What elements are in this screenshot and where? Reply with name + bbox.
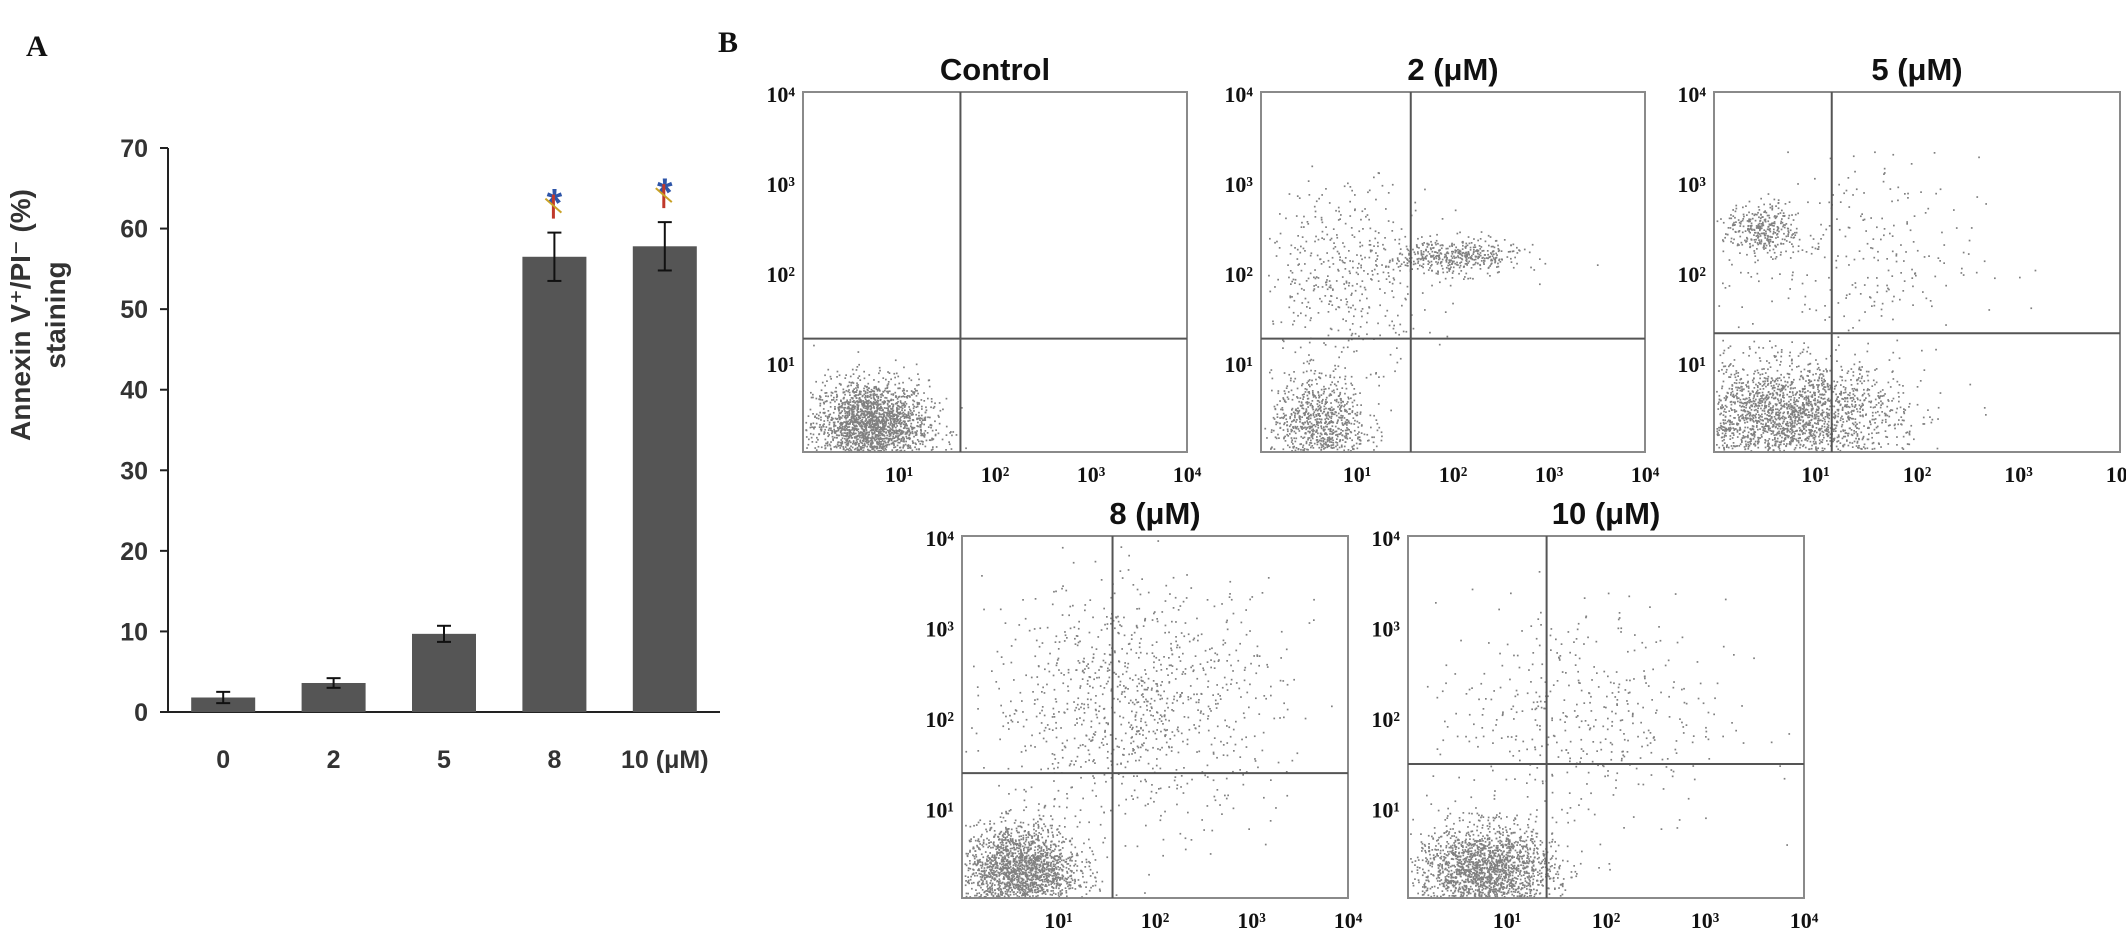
bar-chart-y-ticks: 0 10 20 30 40 50 60 70 — [120, 135, 168, 727]
dot-plot-y-tick-label: 10² — [1371, 707, 1400, 732]
dot-plot: 5 (μM) 10¹ 10² 10³ 10⁴ 10¹ 10² 10³ 10⁴ — [1677, 52, 2126, 487]
bar — [522, 256, 587, 712]
dot-plot-y-tick-label: 10¹ — [1677, 352, 1706, 377]
dot-plot-frame — [1713, 91, 2121, 453]
error-bar — [326, 677, 341, 689]
dot-plot-y-tick-label: 10⁴ — [1677, 82, 1706, 107]
dot-plot-frame — [1407, 535, 1805, 899]
bar-chart-x-labels: 0 2 5 8 10 (μM) — [216, 746, 708, 774]
error-bar — [216, 690, 231, 705]
dot-plot: 10 (μM) 10¹ 10² 10³ 10⁴ 10¹ 10² 10³ 10⁴ — [1371, 496, 1818, 930]
dot-plot-y-tick-label: 10³ — [1224, 172, 1253, 197]
bar — [412, 633, 476, 712]
dot-plot: 2 (μM) 10¹ 10² 10³ 10⁴ 10¹ 10² 10³ 10⁴ — [1224, 52, 1659, 487]
bar-chart-y-tick-label: 40 — [120, 377, 148, 405]
bar — [632, 246, 697, 712]
dot-plot-x-tick-label: 10⁴ — [1173, 462, 1202, 487]
dot-plot-y-tick-label: 10² — [1224, 262, 1253, 287]
bar-chart-bars: ** — [191, 171, 697, 712]
bar-chart-x-label: 2 — [327, 746, 341, 774]
error-bar — [547, 231, 562, 282]
bar-chart-y-tick-label: 60 — [120, 216, 148, 244]
dot-plot-y-tick-label: 10¹ — [1371, 798, 1400, 823]
dot-plot-x-tick-label: 10² — [981, 462, 1010, 487]
dot-plot: Control 10¹ 10² 10³ 10⁴ 10¹ 10² 10³ 10⁴ — [766, 52, 1201, 487]
dot-plot-x-tick-label: 10² — [1903, 462, 1932, 487]
bar-chart-y-tick-label: 30 — [120, 457, 148, 485]
dot-plot-y-tick-label: 10⁴ — [925, 526, 954, 551]
dot-cloud — [805, 344, 967, 452]
dot-plot-x-tick-label: 10² — [1141, 908, 1170, 930]
flow-cytometry-plots: Control 10¹ 10² 10³ 10⁴ 10¹ 10² 10³ 10⁴ 2 (μM) 10¹… — [766, 52, 2126, 930]
bar-chart-y-label: Annexin V⁺/PI⁻ (%) — [5, 189, 36, 441]
dot-plot: 8 (μM) 10¹ 10² 10³ 10⁴ 10¹ 10² 10³ 10⁴ — [925, 496, 1362, 930]
dot-plot-y-tick-label: 10⁴ — [1371, 526, 1400, 551]
dot-plot-y-tick-label: 10³ — [1677, 172, 1706, 197]
dot-plot-x-tick-label: 10⁴ — [1334, 908, 1363, 930]
dot-plot-x-tick-label: 10⁴ — [2106, 462, 2126, 487]
bar-chart-x-label: 10 (μM) — [621, 746, 709, 774]
dot-plot-y-tick-label: 10³ — [1371, 617, 1400, 642]
bar-chart-y-tick-label: 50 — [120, 296, 148, 324]
panel-b-label: B — [718, 26, 738, 59]
dot-plot-y-tick-label: 10² — [1677, 262, 1706, 287]
dot-plot-x-tick-label: 10² — [1439, 462, 1468, 487]
bar-chart-y-label-line2: staining — [40, 261, 71, 368]
dot-plot-y-tick-label: 10⁴ — [766, 82, 795, 107]
dot-plot-title: 2 (μM) — [1407, 52, 1498, 87]
bar-chart-x-label: 8 — [547, 746, 561, 774]
dot-plot-x-tick-label: 10² — [1592, 908, 1621, 930]
dot-plot-x-tick-label: 10³ — [1077, 462, 1106, 487]
dot-plot-x-tick-label: 10¹ — [1343, 462, 1372, 487]
panel-a-label: A — [26, 30, 48, 63]
dot-plot-y-tick-label: 10¹ — [925, 798, 954, 823]
dot-plot-x-tick-label: 10⁴ — [1790, 908, 1819, 930]
significance-marker: * — [655, 171, 673, 215]
dot-plot-y-tick-label: 10² — [766, 262, 795, 287]
significance-marker: * — [544, 182, 563, 226]
dot-plot-y-tick-label: 10² — [925, 707, 954, 732]
bar-chart-x-label: 0 — [216, 746, 230, 774]
dot-plot-title: Control — [940, 52, 1050, 87]
dot-plot-x-tick-label: 10³ — [1237, 908, 1266, 930]
dot-plot-y-tick-label: 10³ — [766, 172, 795, 197]
dot-plot-x-tick-label: 10¹ — [1801, 462, 1830, 487]
bar-chart-y-tick-label: 70 — [120, 135, 148, 163]
dot-plot-y-tick-label: 10¹ — [766, 352, 795, 377]
bar — [191, 697, 256, 712]
bar-chart-y-tick-label: 20 — [120, 538, 148, 566]
bar-chart-x-label: 5 — [437, 746, 451, 774]
dot-plot-title: 8 (μM) — [1109, 496, 1200, 531]
bar-chart-y-tick-label: 0 — [134, 699, 148, 727]
dot-plot-y-tick-label: 10³ — [925, 617, 954, 642]
dot-plot-x-tick-label: 10³ — [1691, 908, 1720, 930]
dot-plot-title: 5 (μM) — [1871, 52, 1962, 87]
dot-plot-x-tick-label: 10⁴ — [1631, 462, 1660, 487]
dot-plot-x-tick-label: 10¹ — [885, 462, 914, 487]
bar-chart-y-tick-label: 10 — [120, 618, 148, 646]
dot-plot-x-tick-label: 10³ — [1535, 462, 1564, 487]
error-bar — [437, 624, 451, 643]
dot-cloud — [1410, 571, 1791, 898]
dot-plot-x-tick-label: 10³ — [2004, 462, 2033, 487]
dot-plot-x-tick-label: 10¹ — [1493, 908, 1522, 930]
error-bar — [657, 221, 672, 272]
dot-cloud — [1716, 151, 2037, 452]
dot-plot-title: 10 (μM) — [1552, 496, 1661, 531]
dot-plot-x-tick-label: 10¹ — [1044, 908, 1073, 930]
dot-plot-y-tick-label: 10⁴ — [1224, 82, 1253, 107]
dot-plot-y-tick-label: 10¹ — [1224, 352, 1253, 377]
